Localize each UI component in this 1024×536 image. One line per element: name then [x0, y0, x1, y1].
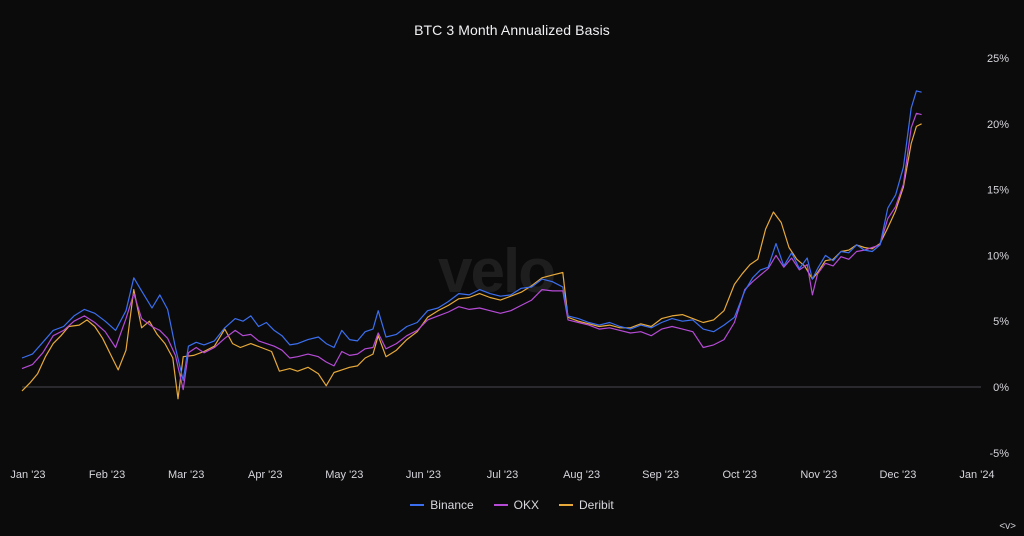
y-tick-label: 5%	[993, 316, 1009, 328]
chart-title: BTC 3 Month Annualized Basis	[414, 22, 610, 38]
x-tick-label: May '23	[325, 469, 363, 481]
x-tick-label: Jan '23	[10, 469, 45, 481]
x-tick-label: Jul '23	[487, 469, 518, 481]
x-tick-label: Feb '23	[89, 469, 125, 481]
x-tick-label: Oct '23	[722, 469, 757, 481]
y-tick-label: 15%	[987, 185, 1009, 197]
legend-swatch-binance	[410, 504, 425, 506]
y-tick-label: 25%	[987, 53, 1009, 65]
x-tick-label: Aug '23	[563, 469, 600, 481]
x-tick-label: Jun '23	[406, 469, 441, 481]
legend-item-deribit[interactable]: Deribit	[559, 498, 614, 512]
navigation-hint[interactable]: <v>	[999, 521, 1016, 532]
series-line-binance	[21, 90, 922, 381]
x-tick-label: Sep '23	[642, 469, 679, 481]
x-tick-label: Jan '24	[959, 469, 994, 481]
legend-label-okx: OKX	[513, 498, 540, 512]
y-tick-label: 10%	[987, 250, 1009, 262]
y-tick-label: 20%	[987, 119, 1009, 131]
legend-item-okx[interactable]: OKX	[493, 498, 540, 512]
legend-swatch-okx	[493, 504, 508, 506]
y-tick-label: 0%	[993, 382, 1009, 394]
legend-swatch-deribit	[559, 504, 574, 506]
chart-legend: Binance OKX Deribit	[0, 498, 1024, 512]
x-tick-label: Nov '23	[800, 469, 837, 481]
series-line-deribit	[21, 123, 922, 400]
x-tick-label: Apr '23	[248, 469, 283, 481]
legend-item-binance[interactable]: Binance	[410, 498, 474, 512]
legend-label-deribit: Deribit	[579, 498, 614, 512]
x-tick-label: Dec '23	[879, 469, 916, 481]
legend-label-binance: Binance	[430, 498, 474, 512]
y-tick-label: -5%	[989, 448, 1009, 460]
x-tick-label: Mar '23	[168, 469, 204, 481]
series-line-okx	[21, 112, 922, 391]
